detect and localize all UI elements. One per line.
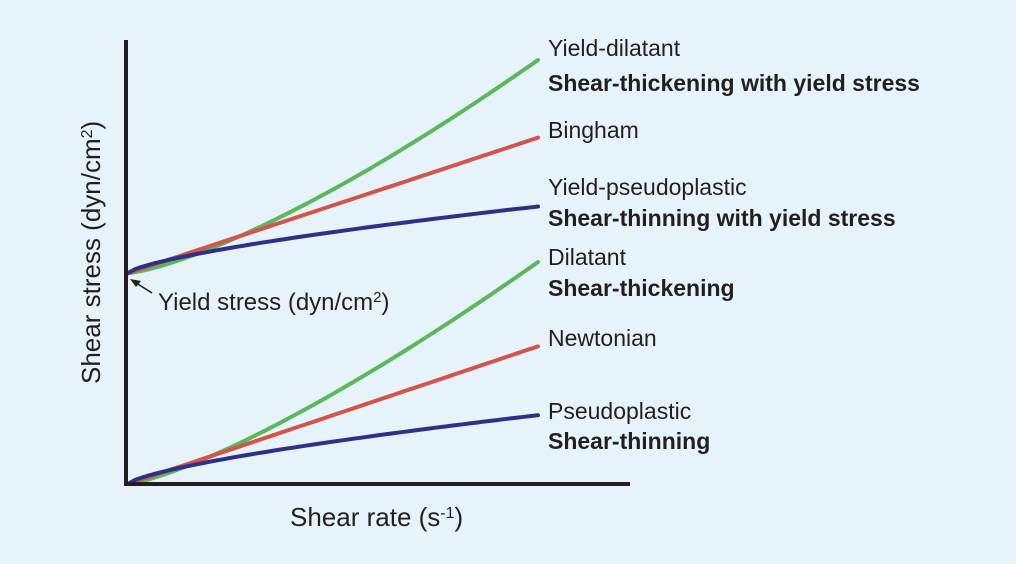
legend-subtitle-yield-dilatant: Shear-thickening with yield stress (548, 70, 920, 96)
legend-label-newtonian: Newtonian (548, 325, 657, 351)
yield-stress-arrow (130, 279, 153, 294)
series-line-yield-dilatant (126, 58, 540, 276)
series-line-newtonian (126, 344, 540, 486)
series-line-pseudoplastic (126, 413, 540, 486)
y-axis-label: Shear stress (dyn/cm2) (76, 121, 106, 384)
legend-subtitle-pseudoplastic: Shear-thinning (548, 428, 710, 454)
series-line-yield-pseudoplastic (126, 204, 540, 276)
legend-subtitle-yield-pseudoplastic: Shear-thinning with yield stress (548, 205, 896, 231)
legend-subtitle-dilatant: Shear-thickening (548, 275, 735, 301)
series-line-bingham (126, 135, 540, 276)
legend-label-dilatant: Dilatant (548, 244, 627, 270)
legend-label-yield-pseudoplastic: Yield-pseudoplastic (548, 174, 747, 200)
x-axis-label: Shear rate (s-1) (290, 502, 463, 532)
legend-label-yield-dilatant: Yield-dilatant (548, 35, 681, 61)
legend-label-bingham: Bingham (548, 117, 639, 143)
yield-stress-annotation: Yield stress (dyn/cm2) (158, 289, 390, 317)
legend-label-pseudoplastic: Pseudoplastic (548, 398, 691, 424)
curves (126, 58, 540, 486)
